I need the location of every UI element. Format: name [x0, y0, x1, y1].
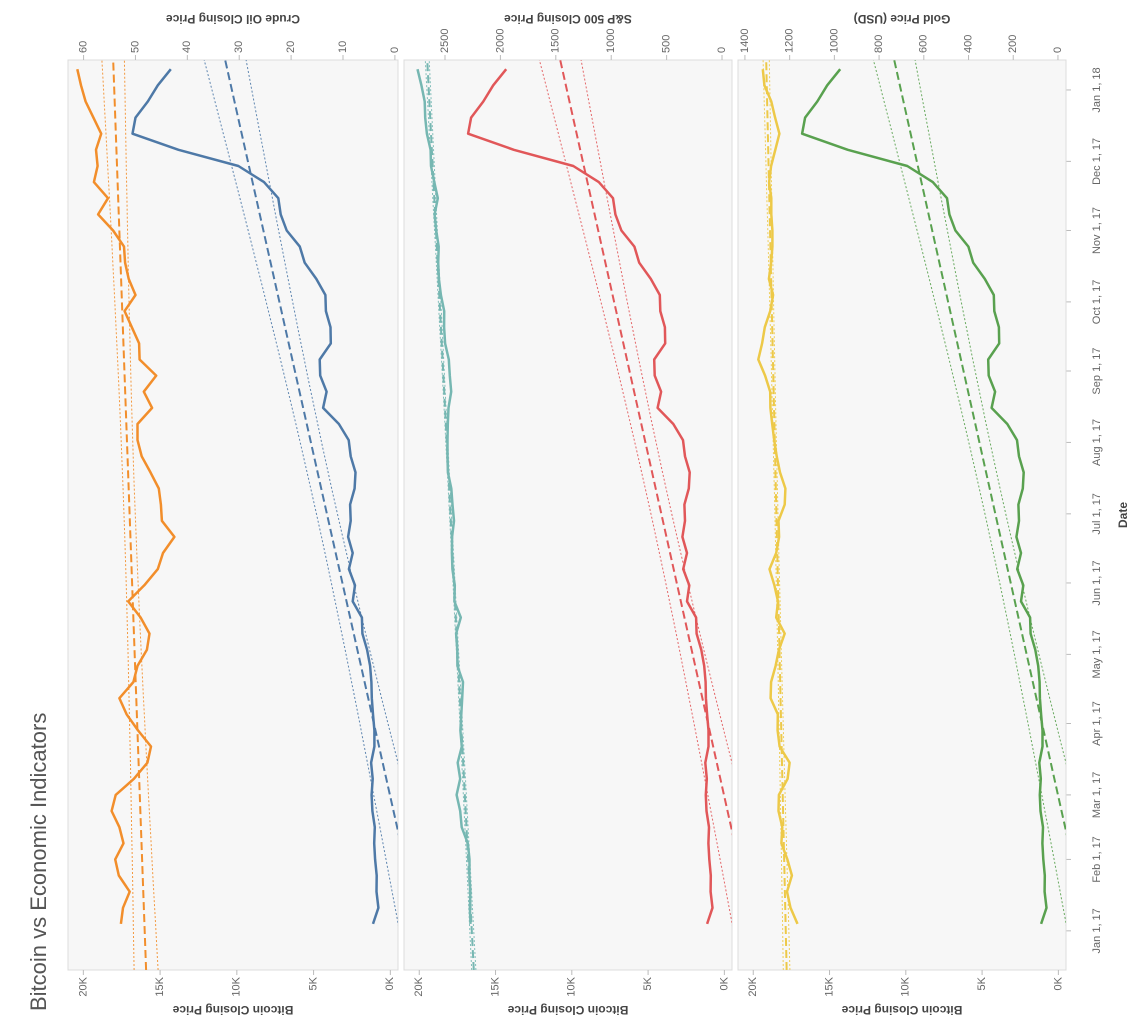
y2-tick-label: 1500	[550, 29, 562, 53]
series-line	[416, 68, 472, 924]
y-tick-label: 5K	[307, 976, 319, 990]
y2-tick-label: 40	[181, 41, 193, 53]
x-tick-label: May 1, 17	[1091, 630, 1103, 678]
y-tick-label: 20K	[747, 976, 759, 996]
panel: 0K 5K 10K 15K 20K Bitcoin Closing Price 0 200 40…	[737, 12, 1067, 1017]
x-tick-label: Jul 1, 17	[1091, 493, 1103, 535]
panel: 0K 5K 10K 15K 20K Bitcoin Closing Price 0 10 20 3…	[67, 12, 401, 1017]
y-tick-label: 15K	[489, 976, 501, 996]
series-line	[757, 69, 799, 925]
y2-tick-label: 20	[285, 41, 297, 53]
x-tick-label: Jan 1, 17	[1091, 908, 1103, 953]
x-tick-label: Aug 1, 17	[1091, 419, 1103, 466]
y2-tick-label: 0	[389, 47, 401, 53]
x-tick-label: Apr 1, 17	[1091, 701, 1103, 746]
y-tick-label: 10K	[566, 976, 578, 996]
x-tick-label: Jun 1, 17	[1091, 560, 1103, 605]
y2-tick-label: 600	[918, 35, 930, 53]
y2-axis-title: Crude Oil Closing Price	[166, 12, 300, 26]
x-tick-label: Oct 1, 17	[1091, 280, 1103, 325]
trend-band	[580, 60, 732, 970]
trend-line	[765, 60, 788, 970]
y2-tick-label: 60	[77, 41, 89, 53]
x-axis-title: Date	[1116, 502, 1130, 528]
y-tick-label: 20K	[413, 976, 425, 996]
series-line	[466, 68, 714, 925]
rotated-chart: Bitcoin vs Economic Indicators Date Jan …	[26, 12, 1130, 1017]
x-tick-label: Sep 1, 17	[1091, 347, 1103, 394]
y-tick-label: 0K	[1052, 976, 1064, 990]
series-line	[800, 68, 1048, 925]
trend-line	[112, 60, 148, 970]
plot-area	[737, 59, 1067, 971]
y-tick-label: 15K	[154, 976, 166, 996]
plot-area	[67, 59, 399, 971]
y2-tick-label: 200	[1007, 35, 1019, 53]
x-tick-label: Nov 1, 17	[1091, 207, 1103, 254]
y2-tick-label: 500	[661, 35, 673, 53]
panel: 0K 5K 10K 15K 20K Bitcoin Closing Price 0 500 10…	[403, 12, 733, 1017]
y-axis-title: Bitcoin Closing Price	[507, 1003, 628, 1017]
y2-tick-label: 1400	[739, 29, 751, 53]
y2-tick-label: 0	[1052, 47, 1064, 53]
y2-tick-label: 800	[873, 35, 885, 53]
y-tick-label: 0K	[718, 976, 730, 990]
y-tick-label: 5K	[976, 976, 988, 990]
y2-tick-label: 2500	[439, 29, 451, 53]
trend-band	[914, 60, 1066, 970]
y-tick-label: 20K	[77, 976, 89, 996]
y-tick-label: 10K	[231, 976, 243, 996]
x-tick-label: Mar 1, 17	[1091, 772, 1103, 818]
y-tick-label: 10K	[900, 976, 912, 996]
plot	[76, 60, 398, 970]
y2-tick-label: 10	[337, 41, 349, 53]
chart-title: Bitcoin vs Economic Indicators	[26, 713, 51, 1011]
x-tick-label: Feb 1, 17	[1091, 836, 1103, 882]
y2-tick-label: 400	[962, 35, 974, 53]
y2-tick-label: 0	[716, 47, 728, 53]
x-tick-label: Dec 1, 17	[1091, 138, 1103, 185]
y-tick-label: 15K	[823, 976, 835, 996]
y2-tick-label: 1000	[605, 29, 617, 53]
y-axis-title: Bitcoin Closing Price	[841, 1003, 962, 1017]
y-tick-label: 5K	[642, 976, 654, 990]
plot	[416, 60, 732, 970]
y2-tick-label: 2000	[494, 29, 506, 53]
y2-tick-label: 1200	[784, 29, 796, 53]
y-tick-label: 0K	[384, 976, 396, 990]
series-line	[131, 68, 380, 925]
y-axis-title: Bitcoin Closing Price	[172, 1003, 293, 1017]
y2-axis-title: Gold Price (USD)	[854, 12, 951, 26]
plot	[757, 60, 1066, 970]
y2-axis-title: S&P 500 Closing Price	[504, 12, 632, 26]
y2-tick-label: 30	[233, 41, 245, 53]
trend-band	[245, 60, 398, 970]
series-line	[76, 68, 176, 925]
y2-tick-label: 1000	[828, 29, 840, 53]
x-tick-label: Jan 1, 18	[1091, 67, 1103, 112]
y2-tick-label: 50	[129, 41, 141, 53]
plot-area	[403, 59, 733, 971]
